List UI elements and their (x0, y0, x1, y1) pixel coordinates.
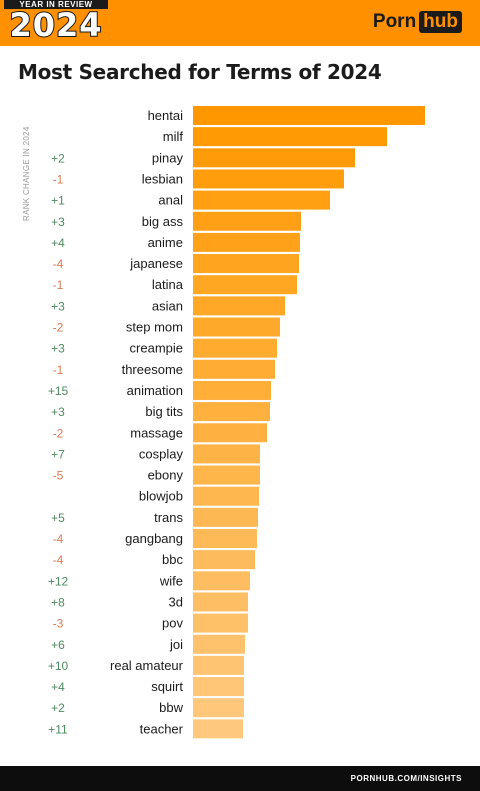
bar-chart: hentai milf pinay +2 lesbian -1 anal +1 big ass +… (48, 106, 425, 739)
category-label: hentai (148, 108, 184, 123)
bar-anime (193, 232, 300, 252)
rank-change-label: +3 (51, 405, 65, 419)
category-label: threesome (122, 362, 183, 377)
rank-change-label: +5 (51, 511, 65, 525)
category-label: massage (130, 425, 183, 440)
bar-step-mom (193, 317, 280, 337)
bar-real-amateur (193, 655, 244, 675)
bar-japanese (193, 254, 299, 274)
category-label: step mom (126, 320, 183, 335)
category-label: latina (152, 277, 184, 292)
category-label: blowjob (139, 489, 183, 504)
rank-change-label: +6 (51, 638, 65, 652)
rank-change-label: +4 (51, 680, 65, 694)
brand-logo-right: hub (419, 11, 462, 33)
rank-change-label: +7 (51, 447, 65, 461)
bar-ebony (193, 465, 260, 485)
rank-change-label: +8 (51, 595, 65, 609)
category-label: anal (158, 193, 183, 208)
bar-teacher (193, 719, 243, 739)
category-label: asian (152, 298, 183, 313)
rank-change-label: +4 (51, 236, 65, 250)
category-label: wife (159, 573, 183, 588)
brand-logo-left: Porn (372, 11, 417, 32)
rank-change-label: +3 (51, 299, 65, 313)
category-label: real amateur (110, 658, 184, 673)
category-label: big ass (142, 214, 184, 229)
category-label: pov (162, 616, 183, 631)
bar-massage (193, 423, 267, 443)
bar-gangbang (193, 529, 257, 548)
bar-joi (193, 634, 245, 654)
category-label: teacher (140, 721, 184, 736)
category-label: big tits (145, 404, 183, 419)
category-label: squirt (151, 679, 183, 694)
bar-milf (193, 127, 387, 147)
bar-trans (193, 507, 258, 527)
footer-bar: PORNHUB.COM/INSIGHTS (0, 766, 480, 791)
rank-change-label: +2 (51, 701, 65, 715)
bar-big-ass (193, 211, 301, 231)
rank-change-label: -4 (53, 532, 64, 546)
rank-change-label: -2 (53, 321, 64, 335)
header-banner: YEAR IN REVIEW 2024 Porn hub (0, 0, 480, 46)
bar-lesbian (193, 169, 344, 189)
bar-hentai (193, 106, 425, 125)
category-label: trans (154, 510, 183, 525)
rank-change-label: -3 (53, 617, 64, 631)
category-label: joi (169, 637, 183, 652)
category-label: creampie (130, 341, 183, 356)
rank-change-label: +3 (51, 215, 65, 229)
bar-pov (193, 613, 248, 633)
category-label: anime (148, 235, 183, 250)
bar-cosplay (193, 444, 260, 464)
bar-anal (193, 190, 330, 210)
bar-animation (193, 380, 271, 400)
bar-latina (193, 275, 297, 295)
rank-change-label: +1 (51, 194, 65, 208)
rank-change-label: +3 (51, 342, 65, 356)
bar-pinay (193, 148, 355, 168)
category-label: milf (163, 129, 184, 144)
rank-change-label: -2 (53, 426, 64, 440)
bar-big-tits (193, 402, 270, 422)
bar-threesome (193, 359, 275, 379)
rank-change-label: +10 (48, 659, 69, 673)
rank-change-label: +11 (48, 722, 68, 736)
rank-change-label: -1 (53, 363, 64, 377)
rank-change-label: +2 (51, 151, 65, 165)
rank-change-label: -4 (53, 553, 64, 567)
category-label: bbc (162, 552, 183, 567)
rank-change-label: -1 (53, 172, 64, 186)
rank-change-label: -5 (53, 469, 64, 483)
bar-blowjob (193, 486, 259, 506)
bar-creampie (193, 338, 277, 358)
brand-logo: Porn hub (373, 10, 462, 34)
rank-change-label: +12 (48, 574, 69, 588)
category-label: gangbang (125, 531, 183, 546)
category-label: ebony (148, 468, 184, 483)
bar-3d (193, 592, 248, 612)
rank-change-label: +15 (48, 384, 69, 398)
footer-url: PORNHUB.COM/INSIGHTS (350, 774, 462, 783)
chart-title: Most Searched for Terms of 2024 (18, 60, 382, 84)
year-in-review-badge: YEAR IN REVIEW 2024 (4, 0, 108, 44)
category-label: cosplay (139, 446, 184, 461)
bar-bbw (193, 698, 244, 718)
category-label: animation (127, 383, 183, 398)
category-label: bbw (159, 700, 183, 715)
bar-wife (193, 571, 250, 591)
category-label: lesbian (142, 171, 183, 186)
bar-asian (193, 296, 285, 316)
category-label: pinay (152, 150, 184, 165)
badge-year-text: 2024 (8, 6, 103, 44)
badge-top-text: YEAR IN REVIEW (4, 0, 108, 9)
category-label: japanese (129, 256, 183, 271)
rank-change-label: -1 (53, 278, 64, 292)
bar-bbc (193, 550, 255, 570)
rank-change-label: -4 (53, 257, 64, 271)
bar-squirt (193, 677, 244, 697)
category-label: 3d (169, 594, 183, 609)
